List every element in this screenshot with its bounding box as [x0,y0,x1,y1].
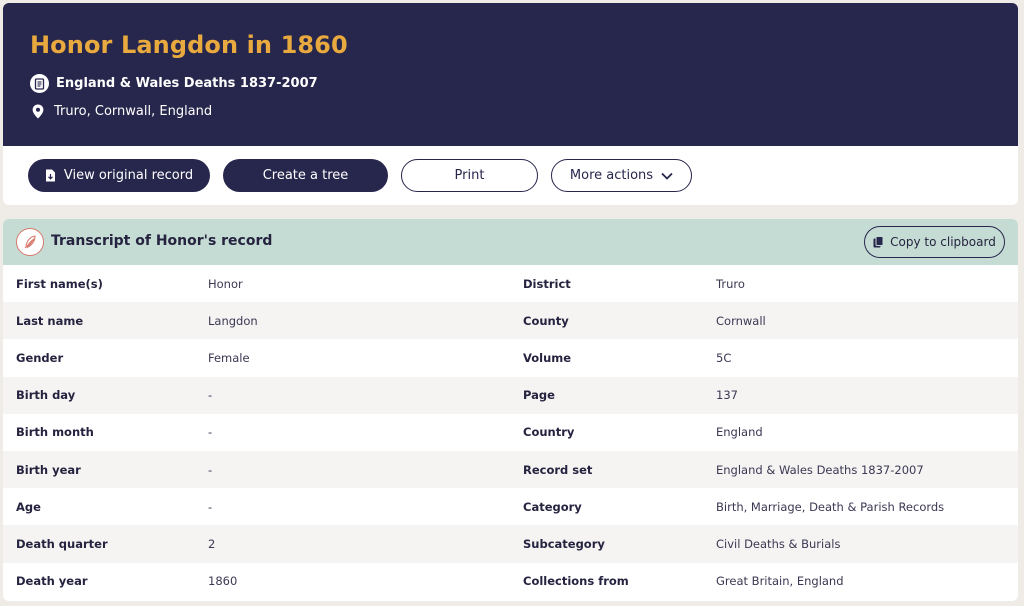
document-download-icon [45,169,56,182]
table-row: Birth month - Country England [3,414,1018,451]
table-row: Birth year - Record set England & Wales … [3,450,1018,489]
transcript-header: Transcript of Honor's record Copy to cli… [3,219,1018,265]
location-line: Truro, Cornwall, England [30,104,212,119]
field-label: Age [16,499,41,514]
field-value: Civil Deaths & Burials [716,536,841,551]
field-label: Country [523,425,575,440]
field-label: Category [523,499,582,514]
table-row: Birth day - Page 137 [3,376,1018,414]
table-row: Death quarter 2 Subcategory Civil Deaths… [3,525,1018,563]
transcript-panel: Transcript of Honor's record Copy to cli… [3,219,1018,601]
field-value: - [208,499,213,514]
field-value: - [208,388,213,403]
field-label: County [523,313,569,328]
field-label: Last name [16,313,84,328]
chevron-down-icon [661,172,673,180]
field-label: First name(s) [16,276,103,291]
transcript-table: First name(s) Honor District Truro Last … [3,265,1018,600]
view-original-record-label: View original record [63,168,194,183]
field-value: 1860 [208,574,238,589]
field-label: Death year [16,574,88,589]
view-original-record-button[interactable]: View original record [28,159,210,192]
table-row: Age - Category Birth, Marriage, Death & … [3,488,1018,525]
record-set-label: England & Wales Deaths 1837-2007 [56,76,318,91]
more-actions-label: More actions [569,168,654,183]
copy-icon [873,236,884,248]
table-row: First name(s) Honor District Truro [3,265,1018,302]
action-bar: View original record Create a tree Print… [3,146,1018,205]
field-value: Great Britain, England [716,574,844,589]
field-label: Birth year [16,462,81,477]
table-row: Gender Female Volume 5C [3,339,1018,376]
field-value: - [208,462,213,477]
quill-icon [16,228,44,256]
field-label: Collections from [523,574,629,589]
field-label: Birth month [16,425,94,440]
copy-to-clipboard-button[interactable]: Copy to clipboard [864,226,1005,258]
create-tree-label: Create a tree [262,168,349,183]
field-label: Volume [523,350,572,365]
field-label: Subcategory [523,536,605,551]
more-actions-button[interactable]: More actions [551,159,692,192]
field-value: 5C [716,350,732,365]
transcript-title: Transcript of Honor's record [51,233,273,249]
record-set-line: England & Wales Deaths 1837-2007 [30,74,318,93]
page-title: Honor Langdon in 1860 [30,31,348,59]
field-label: District [523,276,571,291]
field-value: Cornwall [716,313,766,328]
field-value: Female [208,350,250,365]
field-value: Honor [208,276,243,291]
print-button[interactable]: Print [401,159,538,192]
field-value: England & Wales Deaths 1837-2007 [716,462,924,477]
record-header: Honor Langdon in 1860 England & Wales De… [3,3,1018,146]
field-value: 137 [716,388,738,403]
table-row: Death year 1860 Collections from Great B… [3,563,1018,600]
field-value: Truro [716,276,745,291]
field-value: England [716,425,763,440]
location-label: Truro, Cornwall, England [54,104,213,119]
document-icon [30,74,49,93]
copy-to-clipboard-label: Copy to clipboard [890,235,996,249]
field-label: Page [523,388,555,403]
field-value: 2 [208,536,216,551]
field-label: Death quarter [16,536,108,551]
map-pin-icon [32,104,46,119]
field-value: Birth, Marriage, Death & Parish Records [716,499,945,514]
field-value: - [208,425,213,440]
field-label: Gender [16,350,64,365]
field-label: Record set [523,462,593,477]
print-label: Print [454,168,485,183]
create-tree-button[interactable]: Create a tree [223,159,388,192]
table-row: Last name Langdon County Cornwall [3,302,1018,340]
field-value: Langdon [208,313,258,328]
field-label: Birth day [16,388,76,403]
